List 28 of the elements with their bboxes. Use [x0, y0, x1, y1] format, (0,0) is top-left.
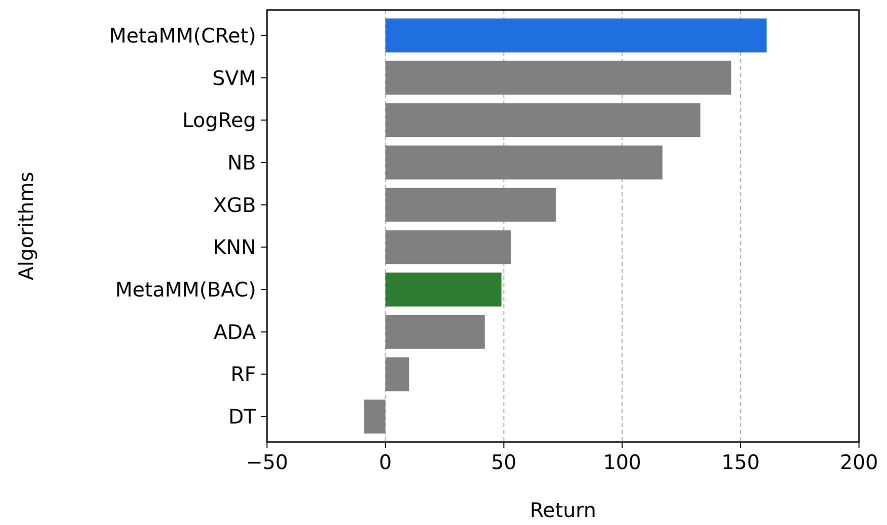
x-tick-label: −50: [246, 450, 288, 474]
bar: [385, 188, 556, 222]
bar: [385, 314, 485, 349]
bar: [364, 400, 386, 434]
x-tick-label: 200: [840, 450, 878, 474]
x-tick-label: 0: [379, 450, 392, 474]
y-tick-label: KNN: [212, 235, 256, 260]
y-tick-label: XGB: [213, 192, 256, 217]
bar: [385, 230, 511, 264]
bar: [385, 18, 767, 52]
y-axis-title: Algorithms: [14, 172, 38, 280]
y-tick-label: DT: [228, 404, 257, 429]
bar: [385, 103, 700, 138]
y-tick-label: MetaMM(BAC): [115, 278, 256, 302]
x-tick-label: 50: [491, 450, 517, 474]
y-tick-label: MetaMM(CRet): [109, 23, 256, 48]
y-tick-label: SVM: [212, 66, 256, 90]
bar: [385, 357, 410, 392]
x-tick-label: 150: [722, 450, 760, 474]
x-tick-label: 100: [603, 450, 642, 474]
bar: [385, 60, 732, 95]
bar: [385, 146, 662, 180]
y-tick-label: ADA: [214, 320, 256, 344]
y-tick-label: NB: [227, 150, 256, 174]
bar: [385, 272, 502, 306]
y-tick-label: LogReg: [182, 108, 256, 132]
y-tick-label: RF: [230, 362, 256, 386]
x-axis-title: Return: [530, 498, 596, 522]
